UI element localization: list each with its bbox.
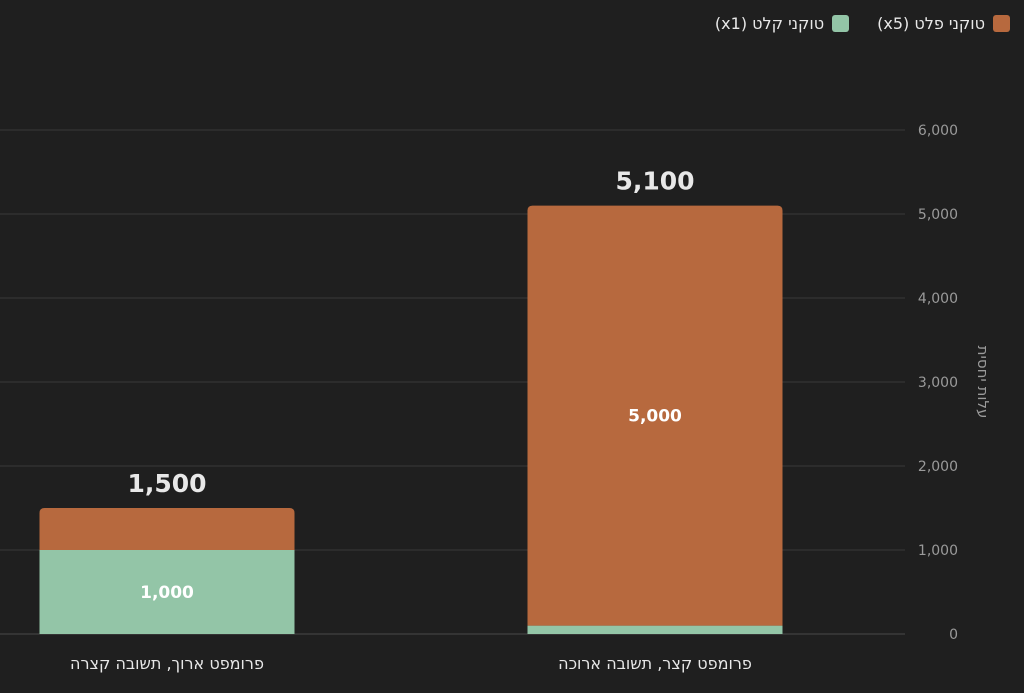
bar-segment-0-0 (527, 625, 783, 634)
bar-data-label-0-1: 5,000 (628, 407, 682, 427)
bar-total-label-1: 1,500 (127, 469, 206, 498)
bar-segment-1-0 (39, 550, 295, 634)
bar-data-label-1-0: 1,000 (140, 583, 194, 603)
y-tick-label-1000: 1,000 (918, 543, 958, 559)
x-category-label-0: פרומפט קצר, תשובה ארוכה (558, 654, 752, 673)
y-tick-label-0: 0 (949, 627, 958, 643)
bar-total-label-0: 5,100 (615, 167, 694, 196)
legend-swatch-output (993, 15, 1010, 32)
y-tick-label-4000: 4,000 (918, 291, 958, 307)
legend-label-output: טוקני פלט (x5) (877, 14, 985, 33)
bar-segment-0-1 (527, 205, 783, 626)
legend: טוקני קלט (x1) טוקני פלט (x5) (715, 14, 1010, 33)
y-tick-label-6000: 6,000 (918, 123, 958, 139)
y-tick-label-3000: 3,000 (918, 375, 958, 391)
y-axis-title: עלות יחסית (974, 346, 992, 419)
legend-item-input[interactable]: טוקני קלט (x1) (714, 14, 850, 33)
x-category-label-1: פרומפט ארוך, תשובה קצרה (70, 654, 264, 673)
y-tick-label-5000: 5,000 (918, 207, 958, 223)
legend-label-input: טוקני קלט (x1) (714, 14, 825, 33)
legend-swatch-input (832, 15, 850, 32)
y-tick-label-2000: 2,000 (918, 459, 958, 475)
bar-segment-1-1 (39, 508, 295, 550)
legend-item-output[interactable]: טוקני פלט (x5) (877, 14, 1010, 33)
